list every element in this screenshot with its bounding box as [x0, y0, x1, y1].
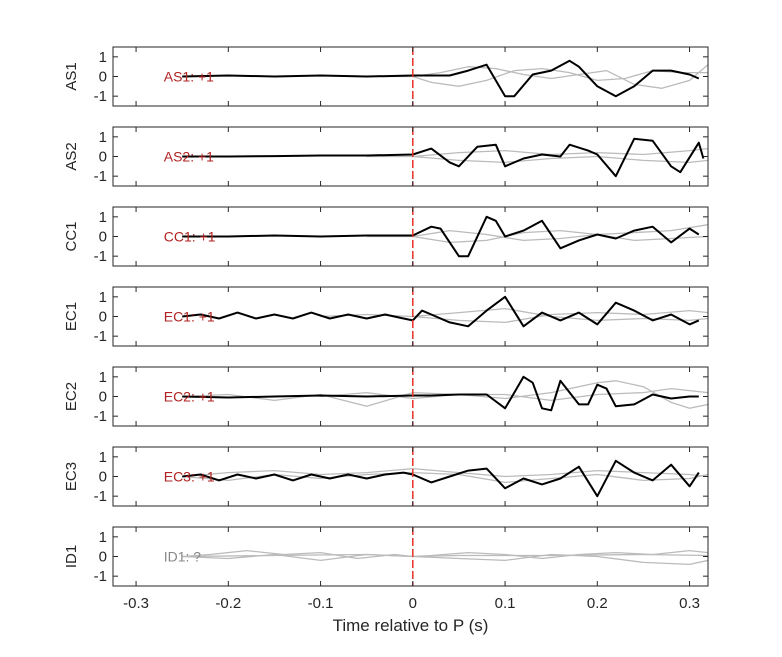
station-label-as2: AS2	[63, 142, 80, 170]
y-tick-label: 1	[99, 529, 107, 546]
waveform-as1	[182, 59, 700, 98]
x-tick-label: 0.1	[495, 595, 516, 612]
reference-waveform-cc1	[366, 224, 708, 244]
reference-waveform-as1	[412, 64, 708, 89]
reference-waveform-id1	[182, 553, 708, 566]
waveform-as2	[182, 137, 705, 178]
reference-waveform-as2	[412, 155, 708, 164]
station-label-cc1: CC1	[63, 221, 80, 251]
y-tick-label: 0	[99, 229, 107, 246]
y-tick-label: 1	[99, 369, 107, 386]
station-label-as1: AS1	[63, 62, 80, 90]
waveform-ec2	[182, 375, 699, 412]
y-tick-label: 0	[99, 469, 107, 486]
y-tick-label: -1	[94, 488, 107, 505]
y-tick-label: 0	[99, 69, 107, 86]
y-tick-label: 0	[99, 309, 107, 326]
y-tick-label: -1	[94, 168, 107, 185]
y-tick-label: 0	[99, 389, 107, 406]
polarity-label-as1: AS1: +1	[164, 69, 214, 85]
station-label-ec2: EC2	[63, 382, 80, 411]
y-tick-label: -1	[94, 408, 107, 425]
x-tick-label: 0.3	[679, 595, 700, 612]
y-tick-label: 1	[99, 209, 107, 226]
polarity-label-as2: AS2: +1	[164, 149, 214, 165]
polarity-label-ec1: EC1: +1	[164, 309, 215, 325]
y-tick-label: 1	[99, 289, 107, 306]
reference-waveform-cc1	[412, 229, 708, 242]
waveform-ec3	[182, 459, 700, 498]
waveform-ec1	[182, 295, 700, 328]
station-label-ec3: EC3	[63, 462, 80, 491]
y-tick-label: 1	[99, 129, 107, 146]
station-label-ec1: EC1	[63, 302, 80, 331]
station-label-id1: ID1	[63, 545, 80, 568]
y-tick-label: 1	[99, 449, 107, 466]
x-tick-label: 0	[409, 595, 417, 612]
polarity-label-id1: ID1: ?	[164, 549, 202, 565]
x-tick-label: 0.2	[587, 595, 608, 612]
x-tick-label: -0.1	[308, 595, 334, 612]
polarity-label-ec3: EC3: +1	[164, 469, 215, 485]
y-tick-label: -1	[94, 88, 107, 105]
y-tick-label: 0	[99, 549, 107, 566]
y-tick-label: -1	[94, 568, 107, 585]
x-tick-label: -0.2	[215, 595, 241, 612]
y-tick-label: -1	[94, 248, 107, 265]
x-axis-label: Time relative to P (s)	[333, 616, 489, 635]
y-tick-label: 1	[99, 49, 107, 66]
polarity-label-ec2: EC2: +1	[164, 389, 215, 405]
polarity-label-cc1: CC1: +1	[164, 229, 216, 245]
y-tick-label: 0	[99, 149, 107, 166]
x-tick-label: -0.3	[123, 595, 149, 612]
reference-waveform-id1	[182, 553, 708, 558]
y-tick-label: -1	[94, 328, 107, 345]
waveform-cc1	[182, 215, 700, 258]
